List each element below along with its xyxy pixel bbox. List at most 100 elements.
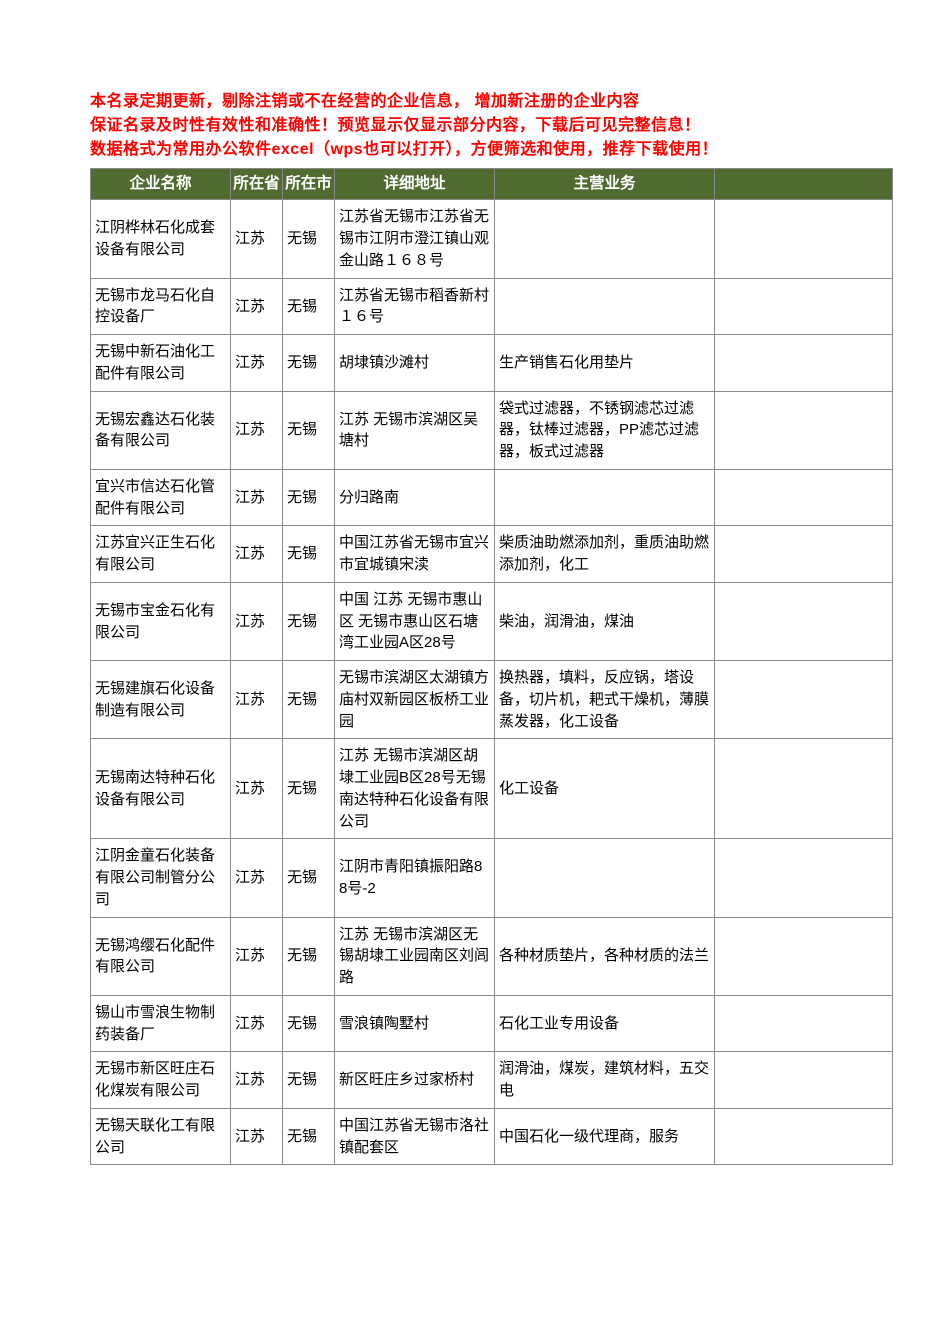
cell-extra: [715, 1108, 893, 1165]
cell-extra: [715, 839, 893, 917]
cell-name: 无锡中新石油化工配件有限公司: [91, 335, 231, 392]
cell-biz: 中国石化一级代理商，服务: [495, 1108, 715, 1165]
table-row: 锡山市雪浪生物制药装备厂江苏无锡雪浪镇陶墅村石化工业专用设备: [91, 995, 893, 1052]
cell-city: 无锡: [283, 1052, 335, 1109]
table-row: 无锡市宝金石化有限公司江苏无锡中国 江苏 无锡市惠山区 无锡市惠山区石塘湾工业园…: [91, 582, 893, 660]
cell-prov: 江苏: [231, 917, 283, 995]
cell-biz: 各种材质垫片，各种材质的法兰: [495, 917, 715, 995]
table-row: 无锡南达特种石化设备有限公司江苏无锡江苏 无锡市滨湖区胡埭工业园B区28号无锡南…: [91, 739, 893, 839]
cell-extra: [715, 582, 893, 660]
cell-city: 无锡: [283, 1108, 335, 1165]
cell-extra: [715, 278, 893, 335]
col-header-extra: [715, 169, 893, 200]
cell-addr: 江苏省无锡市稻香新村１６号: [335, 278, 495, 335]
cell-name: 无锡市宝金石化有限公司: [91, 582, 231, 660]
cell-name: 无锡市新区旺庄石化煤炭有限公司: [91, 1052, 231, 1109]
cell-name: 无锡市龙马石化自控设备厂: [91, 278, 231, 335]
cell-addr: 中国江苏省无锡市洛社镇配套区: [335, 1108, 495, 1165]
cell-prov: 江苏: [231, 391, 283, 469]
table-row: 江苏宜兴正生石化有限公司江苏无锡中国江苏省无锡市宜兴市宜城镇宋渎柴质油助燃添加剂…: [91, 526, 893, 583]
cell-city: 无锡: [283, 839, 335, 917]
cell-addr: 江苏省无锡市江苏省无锡市江阴市澄江镇山观金山路１６８号: [335, 200, 495, 278]
cell-extra: [715, 469, 893, 526]
cell-name: 锡山市雪浪生物制药装备厂: [91, 995, 231, 1052]
cell-prov: 江苏: [231, 839, 283, 917]
cell-biz: 换热器，填料，反应锅，塔设备，切片机，耙式干燥机，薄膜蒸发器，化工设备: [495, 661, 715, 739]
cell-biz: 润滑油，煤炭，建筑材料，五交电: [495, 1052, 715, 1109]
cell-extra: [715, 917, 893, 995]
cell-city: 无锡: [283, 917, 335, 995]
cell-prov: 江苏: [231, 278, 283, 335]
cell-name: 宜兴市信达石化管配件有限公司: [91, 469, 231, 526]
cell-extra: [715, 661, 893, 739]
cell-biz: [495, 200, 715, 278]
cell-name: 无锡建旗石化设备制造有限公司: [91, 661, 231, 739]
cell-name: 江阴金童石化装备有限公司制管分公司: [91, 839, 231, 917]
table-row: 江阴桦林石化成套设备有限公司江苏无锡江苏省无锡市江苏省无锡市江阴市澄江镇山观金山…: [91, 200, 893, 278]
cell-addr: 中国江苏省无锡市宜兴市宜城镇宋渎: [335, 526, 495, 583]
cell-city: 无锡: [283, 526, 335, 583]
col-header-address: 详细地址: [335, 169, 495, 200]
cell-name: 无锡宏鑫达石化装备有限公司: [91, 391, 231, 469]
cell-addr: 雪浪镇陶墅村: [335, 995, 495, 1052]
cell-biz: 化工设备: [495, 739, 715, 839]
cell-biz: [495, 839, 715, 917]
cell-city: 无锡: [283, 469, 335, 526]
table-row: 无锡鸿缨石化配件有限公司江苏无锡江苏 无锡市滨湖区无锡胡埭工业园南区刘闾路各种材…: [91, 917, 893, 995]
cell-biz: 石化工业专用设备: [495, 995, 715, 1052]
col-header-province: 所在省: [231, 169, 283, 200]
cell-city: 无锡: [283, 200, 335, 278]
cell-extra: [715, 739, 893, 839]
cell-prov: 江苏: [231, 995, 283, 1052]
cell-addr: 分归路南: [335, 469, 495, 526]
cell-biz: 柴油，润滑油，煤油: [495, 582, 715, 660]
cell-city: 无锡: [283, 391, 335, 469]
cell-prov: 江苏: [231, 335, 283, 392]
cell-prov: 江苏: [231, 661, 283, 739]
cell-addr: 江苏 无锡市滨湖区胡埭工业园B区28号无锡南达特种石化设备有限公司: [335, 739, 495, 839]
cell-addr: 江苏 无锡市滨湖区无锡胡埭工业园南区刘闾路: [335, 917, 495, 995]
cell-prov: 江苏: [231, 1052, 283, 1109]
cell-city: 无锡: [283, 995, 335, 1052]
notice-block: 本名录定期更新，剔除注销或不在经营的企业信息， 增加新注册的企业内容 保证名录及…: [90, 90, 893, 162]
cell-prov: 江苏: [231, 739, 283, 839]
col-header-city: 所在市: [283, 169, 335, 200]
cell-extra: [715, 995, 893, 1052]
cell-addr: 江阴市青阳镇振阳路88号-2: [335, 839, 495, 917]
cell-addr: 胡埭镇沙滩村: [335, 335, 495, 392]
company-table: 企业名称 所在省 所在市 详细地址 主营业务 江阴桦林石化成套设备有限公司江苏无…: [90, 168, 893, 1165]
table-row: 无锡天联化工有限公司江苏无锡中国江苏省无锡市洛社镇配套区中国石化一级代理商，服务: [91, 1108, 893, 1165]
cell-name: 无锡鸿缨石化配件有限公司: [91, 917, 231, 995]
table-row: 无锡市新区旺庄石化煤炭有限公司江苏无锡新区旺庄乡过家桥村润滑油，煤炭，建筑材料，…: [91, 1052, 893, 1109]
cell-name: 江阴桦林石化成套设备有限公司: [91, 200, 231, 278]
notice-line-3: 数据格式为常用办公软件excel（wps也可以打开），方便筛选和使用，推荐下载使…: [90, 138, 893, 162]
cell-addr: 江苏 无锡市滨湖区吴塘村: [335, 391, 495, 469]
cell-addr: 中国 江苏 无锡市惠山区 无锡市惠山区石塘湾工业园A区28号: [335, 582, 495, 660]
cell-addr: 新区旺庄乡过家桥村: [335, 1052, 495, 1109]
cell-biz: [495, 469, 715, 526]
col-header-business: 主营业务: [495, 169, 715, 200]
cell-addr: 无锡市滨湖区太湖镇方庙村双新园区板桥工业园: [335, 661, 495, 739]
cell-city: 无锡: [283, 278, 335, 335]
notice-line-2: 保证名录及时性有效性和准确性！预览显示仅显示部分内容，下载后可见完整信息！: [90, 114, 893, 138]
cell-biz: 生产销售石化用垫片: [495, 335, 715, 392]
cell-extra: [715, 1052, 893, 1109]
cell-prov: 江苏: [231, 582, 283, 660]
table-row: 宜兴市信达石化管配件有限公司江苏无锡分归路南: [91, 469, 893, 526]
cell-name: 无锡南达特种石化设备有限公司: [91, 739, 231, 839]
cell-extra: [715, 526, 893, 583]
cell-extra: [715, 200, 893, 278]
table-row: 无锡建旗石化设备制造有限公司江苏无锡无锡市滨湖区太湖镇方庙村双新园区板桥工业园换…: [91, 661, 893, 739]
cell-prov: 江苏: [231, 200, 283, 278]
table-row: 无锡宏鑫达石化装备有限公司江苏无锡江苏 无锡市滨湖区吴塘村袋式过滤器，不锈钢滤芯…: [91, 391, 893, 469]
cell-extra: [715, 391, 893, 469]
table-body: 江阴桦林石化成套设备有限公司江苏无锡江苏省无锡市江苏省无锡市江阴市澄江镇山观金山…: [91, 200, 893, 1165]
cell-extra: [715, 335, 893, 392]
cell-biz: [495, 278, 715, 335]
table-row: 江阴金童石化装备有限公司制管分公司江苏无锡江阴市青阳镇振阳路88号-2: [91, 839, 893, 917]
cell-prov: 江苏: [231, 526, 283, 583]
cell-prov: 江苏: [231, 1108, 283, 1165]
cell-city: 无锡: [283, 661, 335, 739]
table-row: 无锡中新石油化工配件有限公司江苏无锡胡埭镇沙滩村生产销售石化用垫片: [91, 335, 893, 392]
cell-city: 无锡: [283, 335, 335, 392]
